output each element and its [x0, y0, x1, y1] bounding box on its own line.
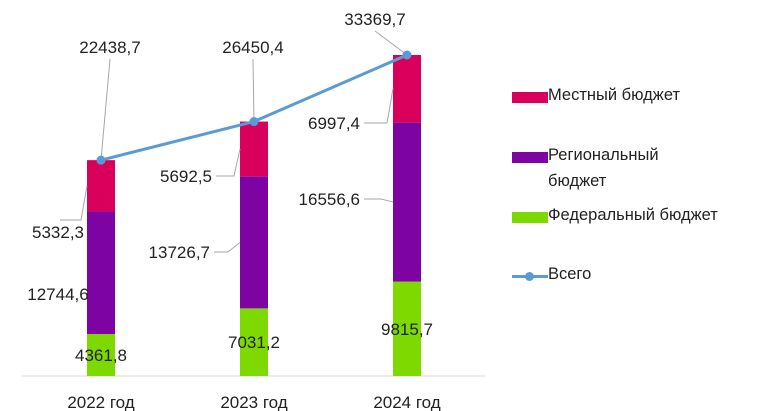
- data-label-total-2022: 22438,7: [79, 38, 140, 57]
- bar-federal-2022[interactable]: [87, 334, 115, 376]
- leader-line-regional-2024: [364, 198, 394, 203]
- legend-item-total[interactable]: Всего: [512, 265, 591, 287]
- data-label-total-2024: 33369,7: [344, 10, 405, 29]
- data-label-federal-2024: 9815,7: [381, 320, 433, 339]
- leader-line-total-2022: [100, 58, 111, 161]
- leader-line-total-2024: [374, 30, 408, 56]
- legend-label-regional: Региональный бюджет: [548, 146, 659, 190]
- data-label-federal-2022: 4361,8: [75, 346, 127, 365]
- data-label-local-2024: 6997,4: [308, 114, 360, 133]
- leader-line-total-2023: [252, 58, 255, 122]
- legend-label-federal: Федеральный бюджет: [548, 206, 718, 224]
- total-marker-2023[interactable]: [249, 117, 259, 127]
- legend-swatch-federal: [512, 212, 548, 223]
- data-label-regional-2024: 16556,6: [299, 190, 360, 209]
- legend-item-federal[interactable]: Федеральный бюджет: [512, 206, 718, 228]
- bar-local-2023[interactable]: [240, 121, 268, 177]
- legend-label-local: Местный бюджет: [548, 86, 680, 104]
- leader-line-regional-2023: [214, 241, 241, 253]
- legend-marker-total: [525, 272, 534, 281]
- leader-line-local-2024: [364, 88, 394, 124]
- stacked-bar-chart: 2022 год 2023 год 2024 год 4361,8 7031,2 9815…: [22, 10, 485, 411]
- bar-regional-2022[interactable]: [87, 211, 115, 335]
- data-label-federal-2023: 7031,2: [228, 333, 280, 352]
- bar-regional-2023[interactable]: [240, 176, 268, 309]
- total-marker-2022[interactable]: [96, 155, 106, 165]
- bar-regional-2024[interactable]: [393, 122, 421, 282]
- legend-swatch-regional: [512, 152, 548, 163]
- data-label-regional-2023: 13726,7: [149, 243, 210, 262]
- bar-local-2022[interactable]: [87, 160, 115, 212]
- x-tick-label-2023: 2023 год: [220, 393, 287, 411]
- legend-swatch-local: [512, 92, 548, 103]
- data-label-local-2022: 5332,3: [32, 223, 84, 242]
- legend-item-local[interactable]: Местный бюджет: [512, 86, 680, 108]
- bar-federal-2023[interactable]: [240, 308, 268, 376]
- bar-federal-2024[interactable]: [393, 281, 421, 376]
- x-tick-label-2022: 2022 год: [67, 393, 134, 411]
- legend-item-regional[interactable]: Региональный бюджет: [512, 146, 672, 194]
- bar-local-2024[interactable]: [393, 55, 421, 123]
- legend-swatch-total: [512, 271, 548, 282]
- total-marker-2024[interactable]: [402, 50, 412, 60]
- data-label-total-2023: 26450,4: [222, 38, 283, 57]
- x-tick-label-2024: 2024 год: [373, 393, 440, 411]
- leader-line-local-2023: [216, 148, 241, 177]
- data-label-local-2023: 5692,5: [160, 167, 212, 186]
- leader-line-local-2022: [60, 185, 88, 221]
- legend-label-total: Всего: [548, 265, 592, 283]
- data-label-regional-2022: 12744,6: [27, 285, 88, 304]
